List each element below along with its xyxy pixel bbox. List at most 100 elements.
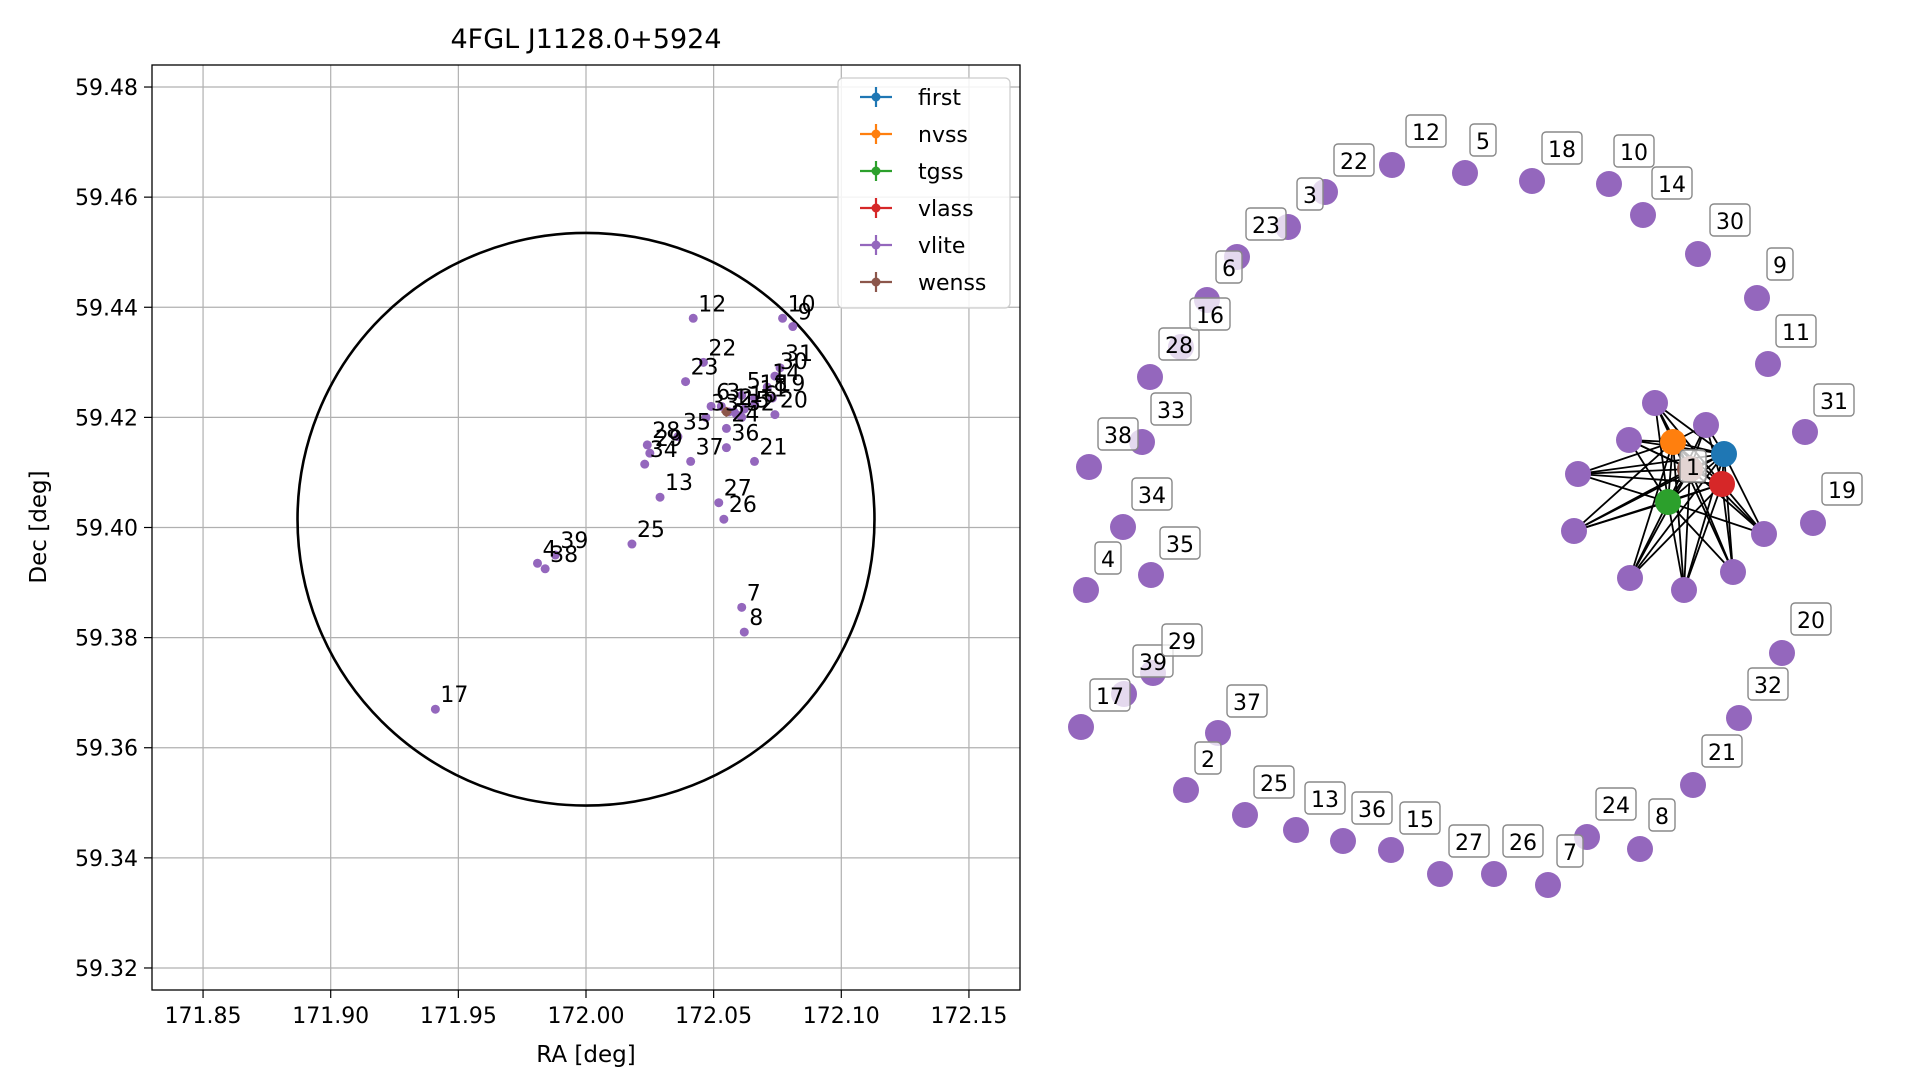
vlite-point xyxy=(721,423,731,433)
network-label-box xyxy=(1097,417,1139,451)
network-edge xyxy=(1667,501,1765,535)
network-label-box xyxy=(1253,765,1295,799)
network-node xyxy=(1137,364,1163,390)
point-label: 14 xyxy=(772,361,800,386)
network-node xyxy=(1800,510,1826,536)
localization-circle xyxy=(296,231,876,807)
y-tick-label: 59.46 xyxy=(75,186,138,211)
network-label-box xyxy=(1159,526,1201,560)
chart-title: 4FGL J1128.0+5924 xyxy=(450,24,721,55)
network-node xyxy=(1726,705,1752,731)
network-edge xyxy=(1573,441,1674,532)
y-tick-label: 59.34 xyxy=(75,847,138,872)
network-edge xyxy=(1629,483,1723,579)
network-node xyxy=(1427,861,1453,887)
network-labels: 12 5 18 10143091131192032218247262715361325… xyxy=(1089,114,1863,868)
point-label: 12 xyxy=(698,292,726,317)
network-label: 32 xyxy=(1754,674,1782,699)
network-edge xyxy=(1723,453,1765,535)
point-label: 3 xyxy=(726,380,740,405)
network-node xyxy=(1068,714,1094,740)
network-label: 25 xyxy=(1260,772,1288,797)
point-labels: 1234567891011121314151617181920212223242… xyxy=(440,292,815,708)
network-label: 18 xyxy=(1548,138,1576,163)
network-node xyxy=(1720,559,1746,585)
network-edge xyxy=(1629,468,1691,579)
point-label: 4 xyxy=(542,537,556,562)
vlite-point xyxy=(737,412,747,422)
vlite-point xyxy=(721,443,731,453)
network-label: 22 xyxy=(1340,150,1368,175)
x-tick-label: 172.10 xyxy=(803,1004,880,1029)
network-label: 31 xyxy=(1820,390,1848,415)
network-label: 21 xyxy=(1708,741,1736,766)
network-label: 24 xyxy=(1602,794,1630,819)
vlite-point xyxy=(737,390,747,400)
point-label: 20 xyxy=(780,389,808,414)
network-label-box xyxy=(1405,114,1447,148)
point-label: 33 xyxy=(711,391,739,416)
x-ticks: 171.85 171.90 171.95 172.00 172.05 172.10 172.… xyxy=(165,990,1007,1029)
point-label: 18 xyxy=(759,372,787,397)
network-label-box xyxy=(1648,798,1676,832)
hub-node xyxy=(1709,471,1735,497)
point-label: 30 xyxy=(780,350,808,375)
network-label: 7 xyxy=(1563,841,1577,866)
point-label: 22 xyxy=(708,336,736,361)
network-label: 4 xyxy=(1101,548,1115,573)
network-node xyxy=(1073,577,1099,603)
legend: first nvss tgss vlass vlite wenss xyxy=(837,77,1011,309)
point-label: 7 xyxy=(747,581,761,606)
network-label: 37 xyxy=(1233,691,1261,716)
network-label-box xyxy=(1245,207,1287,241)
network-label-box xyxy=(1469,123,1497,157)
network-label: 13 xyxy=(1311,788,1339,813)
point-label: 1 xyxy=(734,386,748,411)
network-label: 29 xyxy=(1168,630,1196,655)
network-edge xyxy=(1667,501,1685,591)
legend-label: wenss xyxy=(918,271,986,296)
vlite-point xyxy=(698,357,708,367)
x-tick-label: 172.05 xyxy=(675,1004,752,1029)
network-label: 23 xyxy=(1252,214,1280,239)
network-node xyxy=(1076,454,1102,480)
network-node xyxy=(1685,241,1711,267)
network-label-box xyxy=(1131,477,1173,511)
network-edge xyxy=(1654,402,1725,455)
point-label: 15 xyxy=(742,389,770,414)
network-label: 5 xyxy=(1476,130,1490,155)
x-tick-label: 172.00 xyxy=(548,1004,625,1029)
network-label-box xyxy=(1161,623,1203,657)
network-edge xyxy=(1577,441,1674,475)
legend-label: vlass xyxy=(918,197,974,222)
network-label-box xyxy=(1541,131,1583,165)
network-node xyxy=(1565,461,1591,487)
point-label: 29 xyxy=(655,427,683,452)
point-label: 32 xyxy=(747,391,775,416)
point-label: 5 xyxy=(747,369,761,394)
network-node xyxy=(1680,772,1706,798)
legend-marker xyxy=(871,277,881,287)
network-node xyxy=(1330,828,1356,854)
network-panel: 12 5 18 10143091131192032218247262715361325… xyxy=(1068,114,1863,898)
vlite-point xyxy=(655,492,665,502)
point-label: 17 xyxy=(440,683,468,708)
network-label-box xyxy=(1701,734,1743,768)
network-label: 6 xyxy=(1222,257,1236,282)
grid xyxy=(152,65,1020,990)
legend-marker xyxy=(871,203,881,213)
y-tick-label: 59.40 xyxy=(75,517,138,542)
network-edge xyxy=(1689,468,1734,573)
vlite-point xyxy=(640,459,650,469)
network-edge xyxy=(1683,468,1691,591)
point-label: 21 xyxy=(759,435,787,460)
vlite-point xyxy=(788,322,798,332)
network-label: 20 xyxy=(1797,609,1825,634)
point-label: 23 xyxy=(691,356,719,381)
network-label-box xyxy=(1595,787,1637,821)
x-tick-label: 171.85 xyxy=(165,1004,242,1029)
network-node xyxy=(1110,514,1136,540)
network-node xyxy=(1452,160,1478,186)
network-label: 15 xyxy=(1406,808,1434,833)
network-node xyxy=(1596,171,1622,197)
